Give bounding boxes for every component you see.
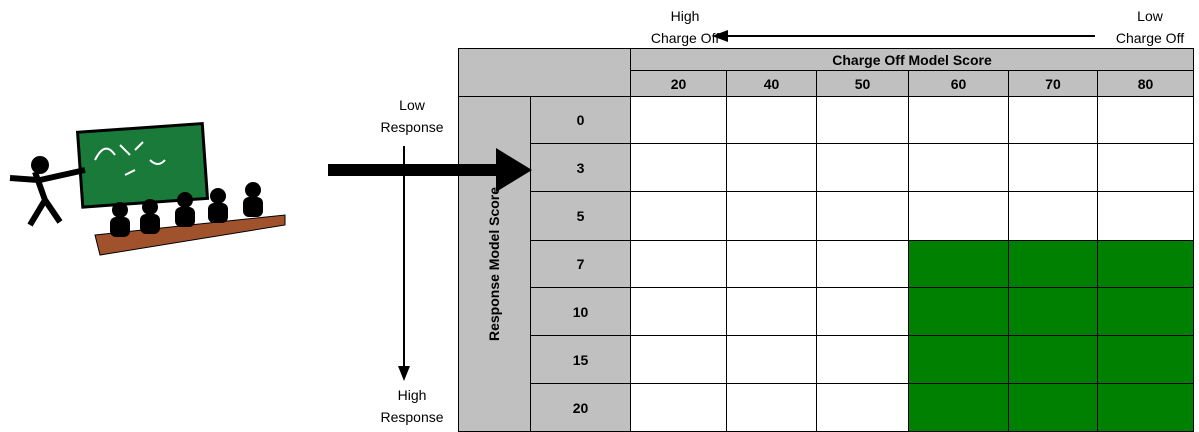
data-cell bbox=[1097, 96, 1194, 144]
data-cell bbox=[630, 191, 727, 241]
data-cell bbox=[726, 240, 817, 288]
row-header-box: Response Model Score bbox=[458, 96, 531, 432]
column-label: 40 bbox=[726, 70, 817, 97]
data-cell bbox=[816, 383, 909, 432]
column-label: 70 bbox=[1008, 70, 1098, 97]
data-cell bbox=[1008, 335, 1098, 384]
data-cell bbox=[816, 96, 909, 144]
data-cell bbox=[908, 287, 1009, 336]
data-cell bbox=[816, 335, 909, 384]
data-cell bbox=[908, 383, 1009, 432]
data-cell bbox=[726, 383, 817, 432]
data-cell bbox=[1008, 191, 1098, 241]
data-cell bbox=[816, 240, 909, 288]
data-cell bbox=[1097, 191, 1194, 241]
data-cell bbox=[816, 287, 909, 336]
data-cell bbox=[1008, 240, 1098, 288]
top-right-label: Low Charge Off bbox=[1105, 5, 1195, 49]
corner bbox=[458, 48, 631, 97]
data-cell bbox=[630, 96, 727, 144]
data-cell bbox=[630, 287, 727, 336]
left-bottom-label: High Response bbox=[362, 384, 462, 428]
data-cell bbox=[1008, 96, 1098, 144]
row-header: Response Model Score bbox=[487, 187, 503, 341]
data-cell bbox=[726, 191, 817, 241]
data-cell bbox=[1097, 383, 1194, 432]
page: High Charge Off Low Charge Off Low Respo… bbox=[0, 0, 1199, 432]
data-cell bbox=[726, 143, 817, 192]
row-label: 7 bbox=[530, 240, 631, 288]
left-top-label: Low Response bbox=[362, 94, 462, 138]
column-header: Charge Off Model Score bbox=[630, 48, 1194, 71]
row-label: 5 bbox=[530, 191, 631, 241]
data-cell bbox=[726, 335, 817, 384]
data-cell bbox=[1097, 240, 1194, 288]
coach-clipart bbox=[10, 124, 285, 255]
row-label: 15 bbox=[530, 335, 631, 384]
data-cell bbox=[908, 191, 1009, 241]
column-label: 20 bbox=[630, 70, 727, 97]
data-cell bbox=[630, 383, 727, 432]
data-cell bbox=[630, 240, 727, 288]
data-cell bbox=[630, 335, 727, 384]
data-cell bbox=[908, 335, 1009, 384]
data-cell bbox=[908, 143, 1009, 192]
row-label: 3 bbox=[530, 143, 631, 192]
data-cell bbox=[1008, 287, 1098, 336]
row-label: 0 bbox=[530, 96, 631, 144]
data-cell bbox=[726, 96, 817, 144]
data-cell bbox=[1097, 143, 1194, 192]
data-cell bbox=[1097, 287, 1194, 336]
row-label: 20 bbox=[530, 383, 631, 432]
data-cell bbox=[1008, 143, 1098, 192]
data-cell bbox=[1008, 383, 1098, 432]
data-cell bbox=[908, 96, 1009, 144]
row-label: 10 bbox=[530, 287, 631, 336]
data-cell bbox=[630, 143, 727, 192]
column-label: 80 bbox=[1097, 70, 1194, 97]
data-cell bbox=[816, 191, 909, 241]
data-cell bbox=[1097, 335, 1194, 384]
data-cell bbox=[908, 240, 1009, 288]
top-left-label: High Charge Off bbox=[640, 5, 730, 49]
data-cell bbox=[726, 287, 817, 336]
column-label: 60 bbox=[908, 70, 1009, 97]
data-cell bbox=[816, 143, 909, 192]
column-label: 50 bbox=[816, 70, 909, 97]
